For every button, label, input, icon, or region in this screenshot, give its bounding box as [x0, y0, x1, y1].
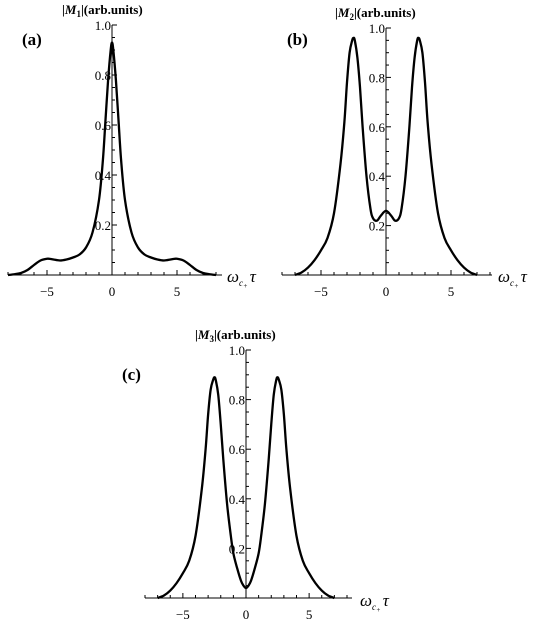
x-tick-label: 0: [109, 284, 116, 299]
series-line: [7, 41, 217, 277]
x-tick-label: 5: [306, 607, 313, 622]
y-tick-label: 0.6: [369, 120, 386, 135]
x-axis-label: ωc+ τ: [498, 267, 528, 290]
panel-label: (b): [287, 30, 308, 49]
y-tick-label: 1.0: [229, 343, 245, 358]
y-tick-label: 0.4: [229, 492, 246, 507]
chart-panel-b: −5 0 5 0.2 0.4 0.6 0.8 1.0 (b) |M2|(arb.units) ωc+…: [281, 5, 528, 299]
y-axis-label: |M3|(arb.units): [195, 327, 276, 344]
series-line: [294, 36, 478, 277]
y-tick-label: 0.8: [95, 68, 111, 83]
y-tick-label: 0.8: [229, 393, 245, 408]
x-axis-label: ωc+ τ: [360, 591, 390, 614]
y-tick-label: 0.6: [95, 118, 112, 133]
series-line: [157, 376, 335, 600]
x-tick-label: −5: [176, 607, 190, 622]
y-tick-label: 1.0: [369, 21, 385, 36]
y-tick-label: 0.4: [369, 169, 386, 184]
y-axis-label: |M2|(arb.units): [335, 5, 416, 22]
x-tick-label: −5: [314, 284, 328, 299]
x-tick-label: 0: [383, 284, 390, 299]
y-tick-label: 0.2: [369, 219, 385, 234]
y-tick-label: 0.6: [229, 442, 246, 457]
y-axis-label: |M1|(arb.units): [62, 2, 143, 19]
y-tick-label: 0.8: [369, 70, 385, 85]
chart-panel-a: −5 0 5 0.2 0.4 0.6 0.8 1.0 (a) |M1|(arb.units) ωc+…: [7, 2, 257, 299]
y-tick-label: 0.4: [95, 168, 112, 183]
y-tick-label: 0.2: [95, 218, 111, 233]
panel-label: (c): [122, 365, 141, 384]
x-tick-label: 0: [243, 607, 250, 622]
chart-panel-c: −5 0 50.20.40.60.81.0(c)|M3|(arb.units)ωc+…: [122, 327, 390, 622]
x-axis-label: ωc+ τ: [227, 267, 257, 290]
x-tick-label: 5: [448, 284, 455, 299]
x-tick-label: 5: [174, 284, 181, 299]
y-tick-label: 1.0: [95, 18, 111, 33]
panel-label: (a): [22, 30, 42, 49]
x-tick-label: −5: [40, 284, 54, 299]
